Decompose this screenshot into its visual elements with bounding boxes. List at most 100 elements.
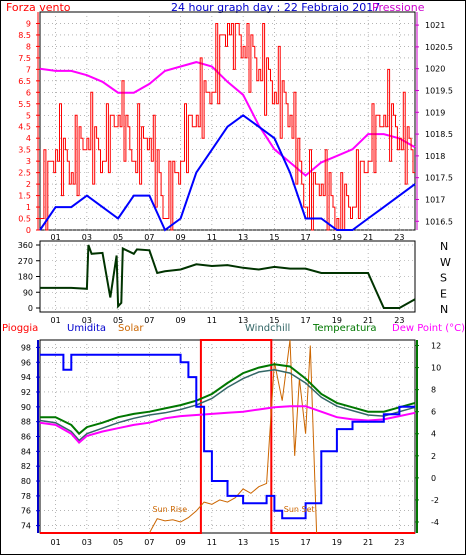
rain-line — [40, 339, 415, 534]
hour-tick-label: 11 — [207, 233, 217, 242]
hour-tick-label: 17 — [301, 316, 311, 325]
wind-pressure-plot-frame — [39, 11, 416, 231]
sun-set-annotation: Sun Set — [284, 505, 315, 514]
temperature-humidity-panel: 74 76 78 80 82 84 86 88 90 92 94 96 98 -4 -2 0 2 4 6 8 10 12 0… — [21, 339, 441, 547]
legend-label: Windchill — [245, 323, 290, 334]
hour-tick-label: 15 — [269, 316, 279, 325]
wind-tick-label: 4.5 — [18, 123, 31, 132]
sun-rise-annotation: Sun Rise — [153, 505, 188, 514]
hour-tick-label: 13 — [238, 316, 248, 325]
hour-tick-label: 03 — [82, 233, 92, 242]
wind-tick-label: 6.5 — [18, 77, 31, 86]
pressure-axis-title: Pressione — [372, 1, 425, 14]
hour-tick-label: 05 — [113, 233, 123, 242]
hour-tick-label: 13 — [238, 233, 248, 242]
temperature-tick-label: 10 — [431, 364, 441, 373]
direction-tick-label: 270 — [18, 257, 33, 266]
pressure-tick-label: 1019.5 — [425, 86, 453, 95]
pressure-tick-label: 1019 — [425, 108, 445, 117]
pressure-tick-label: 1016.5 — [425, 217, 453, 226]
temperature-tick-label: 4 — [431, 430, 436, 439]
hour-tick-label: 15 — [269, 538, 279, 547]
humidity-tick-label: 84 — [21, 447, 31, 456]
wind-direction-line — [40, 244, 416, 309]
humidity-tick-label: 92 — [21, 388, 31, 397]
hour-tick-label: 07 — [144, 233, 154, 242]
wind-tick-label: 8 — [26, 42, 31, 51]
wind-tick-label: 7.5 — [18, 54, 31, 63]
compass-label: N — [440, 303, 448, 316]
hour-tick-label: 03 — [82, 538, 92, 547]
temperature-line — [40, 363, 416, 436]
humidity-tick-label: 74 — [21, 522, 31, 531]
hour-tick-label: 03 — [82, 316, 92, 325]
windchill-line — [39, 369, 416, 442]
pressure-tick-label: 1018 — [425, 152, 445, 161]
legend-label: Dew Point (°C) — [392, 323, 465, 334]
legend-label: Solar — [118, 323, 144, 334]
pressure-tick-label: 1020.5 — [425, 43, 453, 52]
pressure-tick-label: 1017.5 — [425, 174, 453, 183]
temperature-tick-label: 2 — [431, 452, 436, 461]
wind-tick-label: 8.5 — [18, 31, 31, 40]
hour-tick-label: 19 — [332, 233, 342, 242]
direction-tick-label: 0 — [28, 304, 33, 313]
wind-tick-label: 4 — [26, 134, 31, 143]
humidity-tick-label: 96 — [21, 358, 31, 367]
pressure-tick-label: 1021 — [425, 21, 445, 30]
temperature-tick-label: -2 — [431, 496, 439, 505]
humidity-tick-label: 82 — [21, 462, 31, 471]
bottom-legend: Pioggia Umidita Solar Windchill Temperatura D… — [2, 323, 465, 334]
wind-gust-line — [40, 23, 415, 231]
wind-tick-label: 9 — [26, 19, 31, 28]
wind-tick-label: 0.5 — [18, 215, 31, 224]
hour-tick-label: 05 — [113, 538, 123, 547]
pressure-tick-label: 1017 — [425, 195, 445, 204]
hour-tick-label: 21 — [363, 538, 373, 547]
humidity-tick-label: 88 — [21, 418, 31, 427]
wind-tick-label: 7 — [26, 65, 31, 74]
hour-tick-label: 23 — [394, 233, 404, 242]
wind-tick-label: 0 — [26, 226, 31, 235]
wind-axis-title: Forza vento — [6, 1, 71, 14]
hour-tick-label: 11 — [207, 538, 217, 547]
hour-tick-label: 07 — [144, 316, 154, 325]
chart-title: 24 hour graph day : 22 Febbraio 2017 — [171, 1, 380, 14]
hour-tick-label: 01 — [51, 316, 61, 325]
hour-tick-label: 05 — [113, 316, 123, 325]
wind-tick-label: 5.5 — [18, 100, 31, 109]
direction-tick-label: 90 — [23, 288, 33, 297]
humidity-tick-label: 98 — [21, 343, 31, 352]
hour-tick-label: 17 — [301, 538, 311, 547]
hour-tick-label: 15 — [269, 233, 279, 242]
hour-tick-label: 13 — [238, 538, 248, 547]
hour-tick-label: 01 — [51, 538, 61, 547]
temperature-tick-label: 0 — [431, 474, 436, 483]
hour-tick-label: 09 — [176, 538, 186, 547]
wind-tick-label: 2 — [26, 180, 31, 189]
wind-tick-label: 6 — [26, 88, 31, 97]
direction-tick-label: 360 — [18, 241, 33, 250]
wind-tick-label: 2.5 — [18, 169, 31, 178]
legend-label: Umidita — [67, 323, 106, 334]
legend-label: Pioggia — [2, 323, 38, 334]
dew-point-line — [39, 405, 416, 445]
hour-tick-label: 09 — [176, 316, 186, 325]
pressure-line — [39, 61, 416, 177]
hour-tick-label: 23 — [394, 538, 404, 547]
legend-label: Temperatura — [312, 323, 377, 334]
humidity-tick-label: 76 — [21, 507, 31, 516]
wind-pressure-panel: 0 0.5 1 1.5 2 2.5 3 3.5 4 4.5 5 5.5 6 6.5 7 7.5 8 8.5 9 101… — [18, 11, 453, 242]
hour-tick-label: 23 — [394, 316, 404, 325]
hour-tick-label: 17 — [301, 233, 311, 242]
temperature-tick-label: -4 — [431, 518, 439, 527]
hour-tick-label: 21 — [363, 316, 373, 325]
solar-line — [148, 339, 318, 534]
temperature-tick-label: 12 — [431, 342, 441, 351]
hour-tick-label: 19 — [332, 538, 342, 547]
temperature-tick-label: 8 — [431, 386, 436, 395]
hour-tick-label: 21 — [363, 233, 373, 242]
humidity-line — [40, 353, 415, 520]
wind-tick-label: 3.5 — [18, 146, 31, 155]
